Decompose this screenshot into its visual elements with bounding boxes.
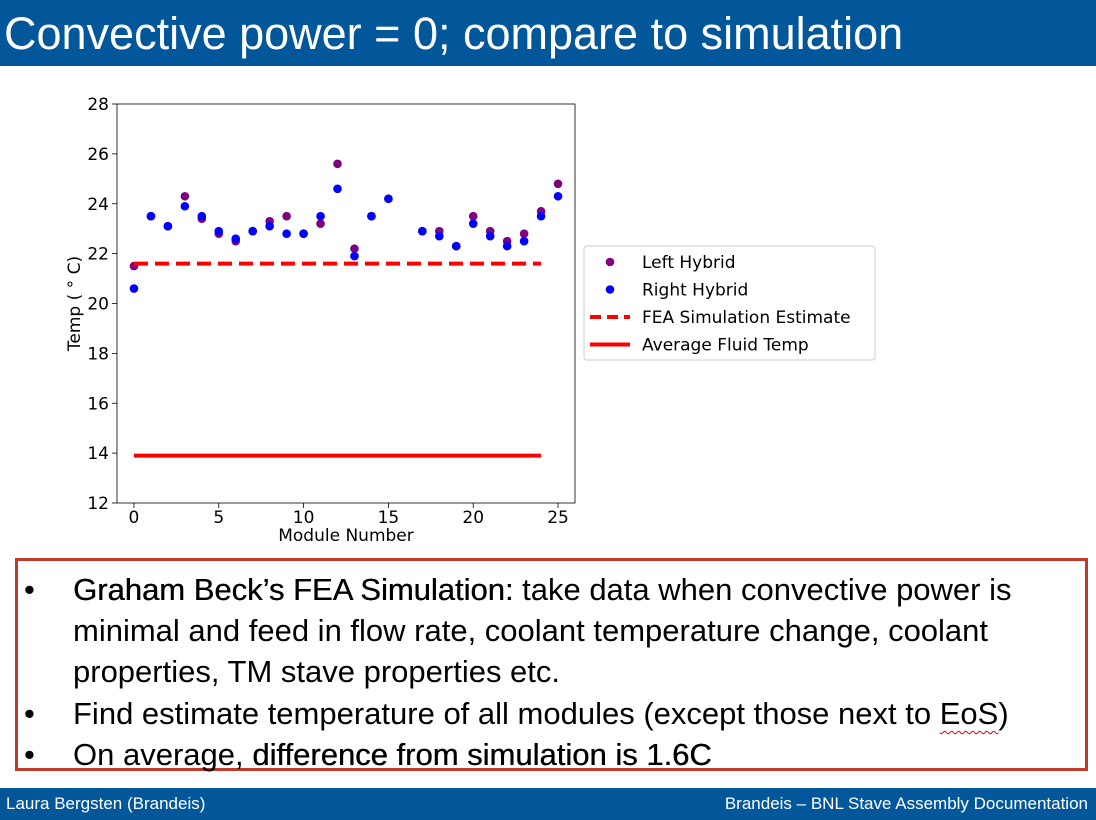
data-point bbox=[163, 221, 173, 231]
x-tick-label: 10 bbox=[293, 508, 315, 528]
y-tick-label: 28 bbox=[87, 95, 109, 115]
data-point bbox=[485, 231, 495, 241]
data-point bbox=[468, 211, 478, 221]
y-tick-label: 26 bbox=[87, 145, 109, 165]
bullet-bold-tail: difference from simulation is 1.6C bbox=[252, 737, 712, 772]
bullet-text: take data when convective power is minim… bbox=[73, 572, 1012, 689]
bullet-bold-lead: Graham Beck’s FEA Simulation: bbox=[73, 572, 514, 607]
data-point bbox=[231, 234, 241, 243]
data-point bbox=[519, 229, 529, 238]
footer-bar: Laura Bergsten (Brandeis) Brandeis – BNL… bbox=[0, 788, 1096, 820]
legend-label: Left Hybrid bbox=[642, 253, 736, 273]
data-point bbox=[536, 211, 546, 221]
data-point bbox=[180, 191, 190, 201]
y-tick-label: 18 bbox=[87, 344, 109, 364]
title-bar: Convective power = 0; compare to simulat… bbox=[0, 0, 1096, 66]
data-point bbox=[418, 226, 427, 236]
data-point bbox=[451, 241, 461, 251]
data-point bbox=[282, 211, 291, 221]
y-axis-label: Temp ( ° C) bbox=[65, 256, 85, 352]
data-point bbox=[129, 284, 139, 293]
legend-label: Average Fluid Temp bbox=[642, 336, 809, 356]
y-tick-label: 12 bbox=[87, 494, 109, 514]
x-axis-label: Module Number bbox=[278, 526, 414, 546]
data-point bbox=[316, 211, 325, 221]
data-point bbox=[519, 236, 529, 246]
x-tick-label: 5 bbox=[213, 508, 224, 528]
data-point bbox=[299, 229, 308, 238]
data-point bbox=[350, 251, 359, 261]
y-tick-label: 22 bbox=[87, 245, 109, 265]
legend-label: Right Hybrid bbox=[642, 281, 748, 301]
bullet-marker: • bbox=[24, 572, 35, 607]
y-tick-label: 20 bbox=[87, 295, 109, 315]
data-point bbox=[214, 226, 224, 236]
data-point bbox=[180, 201, 190, 211]
scatter-chart: 12 14 16 18 20 22 24 26 28 0 5 10 15 20 25 Module Numbe… bbox=[65, 95, 876, 546]
data-point bbox=[146, 211, 156, 221]
data-point bbox=[367, 211, 376, 221]
bullet-marker: • bbox=[24, 737, 35, 772]
y-tick-label: 14 bbox=[87, 444, 109, 464]
bullet-text: Find estimate temperature of all modules… bbox=[73, 696, 940, 731]
data-point bbox=[282, 229, 291, 238]
spellcheck-word: EoS bbox=[939, 696, 999, 731]
data-point bbox=[434, 231, 444, 241]
legend-box bbox=[583, 245, 876, 361]
data-point bbox=[265, 221, 274, 231]
data-point bbox=[333, 159, 342, 169]
bullet-box: • Graham Beck’s FEA Simulation: take dat… bbox=[15, 558, 1088, 772]
footer-author: Laura Bergsten (Brandeis) bbox=[6, 794, 206, 813]
data-point bbox=[384, 194, 393, 204]
data-point bbox=[502, 241, 512, 251]
data-point bbox=[197, 211, 207, 221]
slide-title: Convective power = 0; compare to simulat… bbox=[4, 8, 904, 59]
y-tick-label: 24 bbox=[87, 195, 109, 215]
bullet-text: On average, bbox=[73, 737, 253, 772]
data-point bbox=[316, 219, 325, 228]
data-point bbox=[468, 219, 478, 228]
legend-marker bbox=[605, 285, 615, 294]
legend-marker bbox=[605, 257, 615, 267]
data-point bbox=[553, 191, 563, 201]
data-point bbox=[350, 244, 359, 253]
y-tick-label: 16 bbox=[87, 394, 109, 414]
data-point bbox=[553, 179, 563, 189]
data-point bbox=[333, 184, 342, 194]
plot-frame bbox=[116, 103, 576, 504]
footer-project: Brandeis – BNL Stave Assembly Documentat… bbox=[724, 794, 1088, 813]
data-point bbox=[248, 226, 258, 236]
bullet-marker: • bbox=[24, 696, 35, 731]
x-tick-label: 0 bbox=[129, 508, 140, 528]
x-tick-label: 20 bbox=[462, 508, 484, 528]
x-tick-label: 25 bbox=[547, 508, 569, 528]
bullet-text-end: ) bbox=[998, 696, 1009, 731]
x-tick-label: 15 bbox=[378, 508, 400, 528]
legend-label: FEA Simulation Estimate bbox=[642, 308, 851, 328]
